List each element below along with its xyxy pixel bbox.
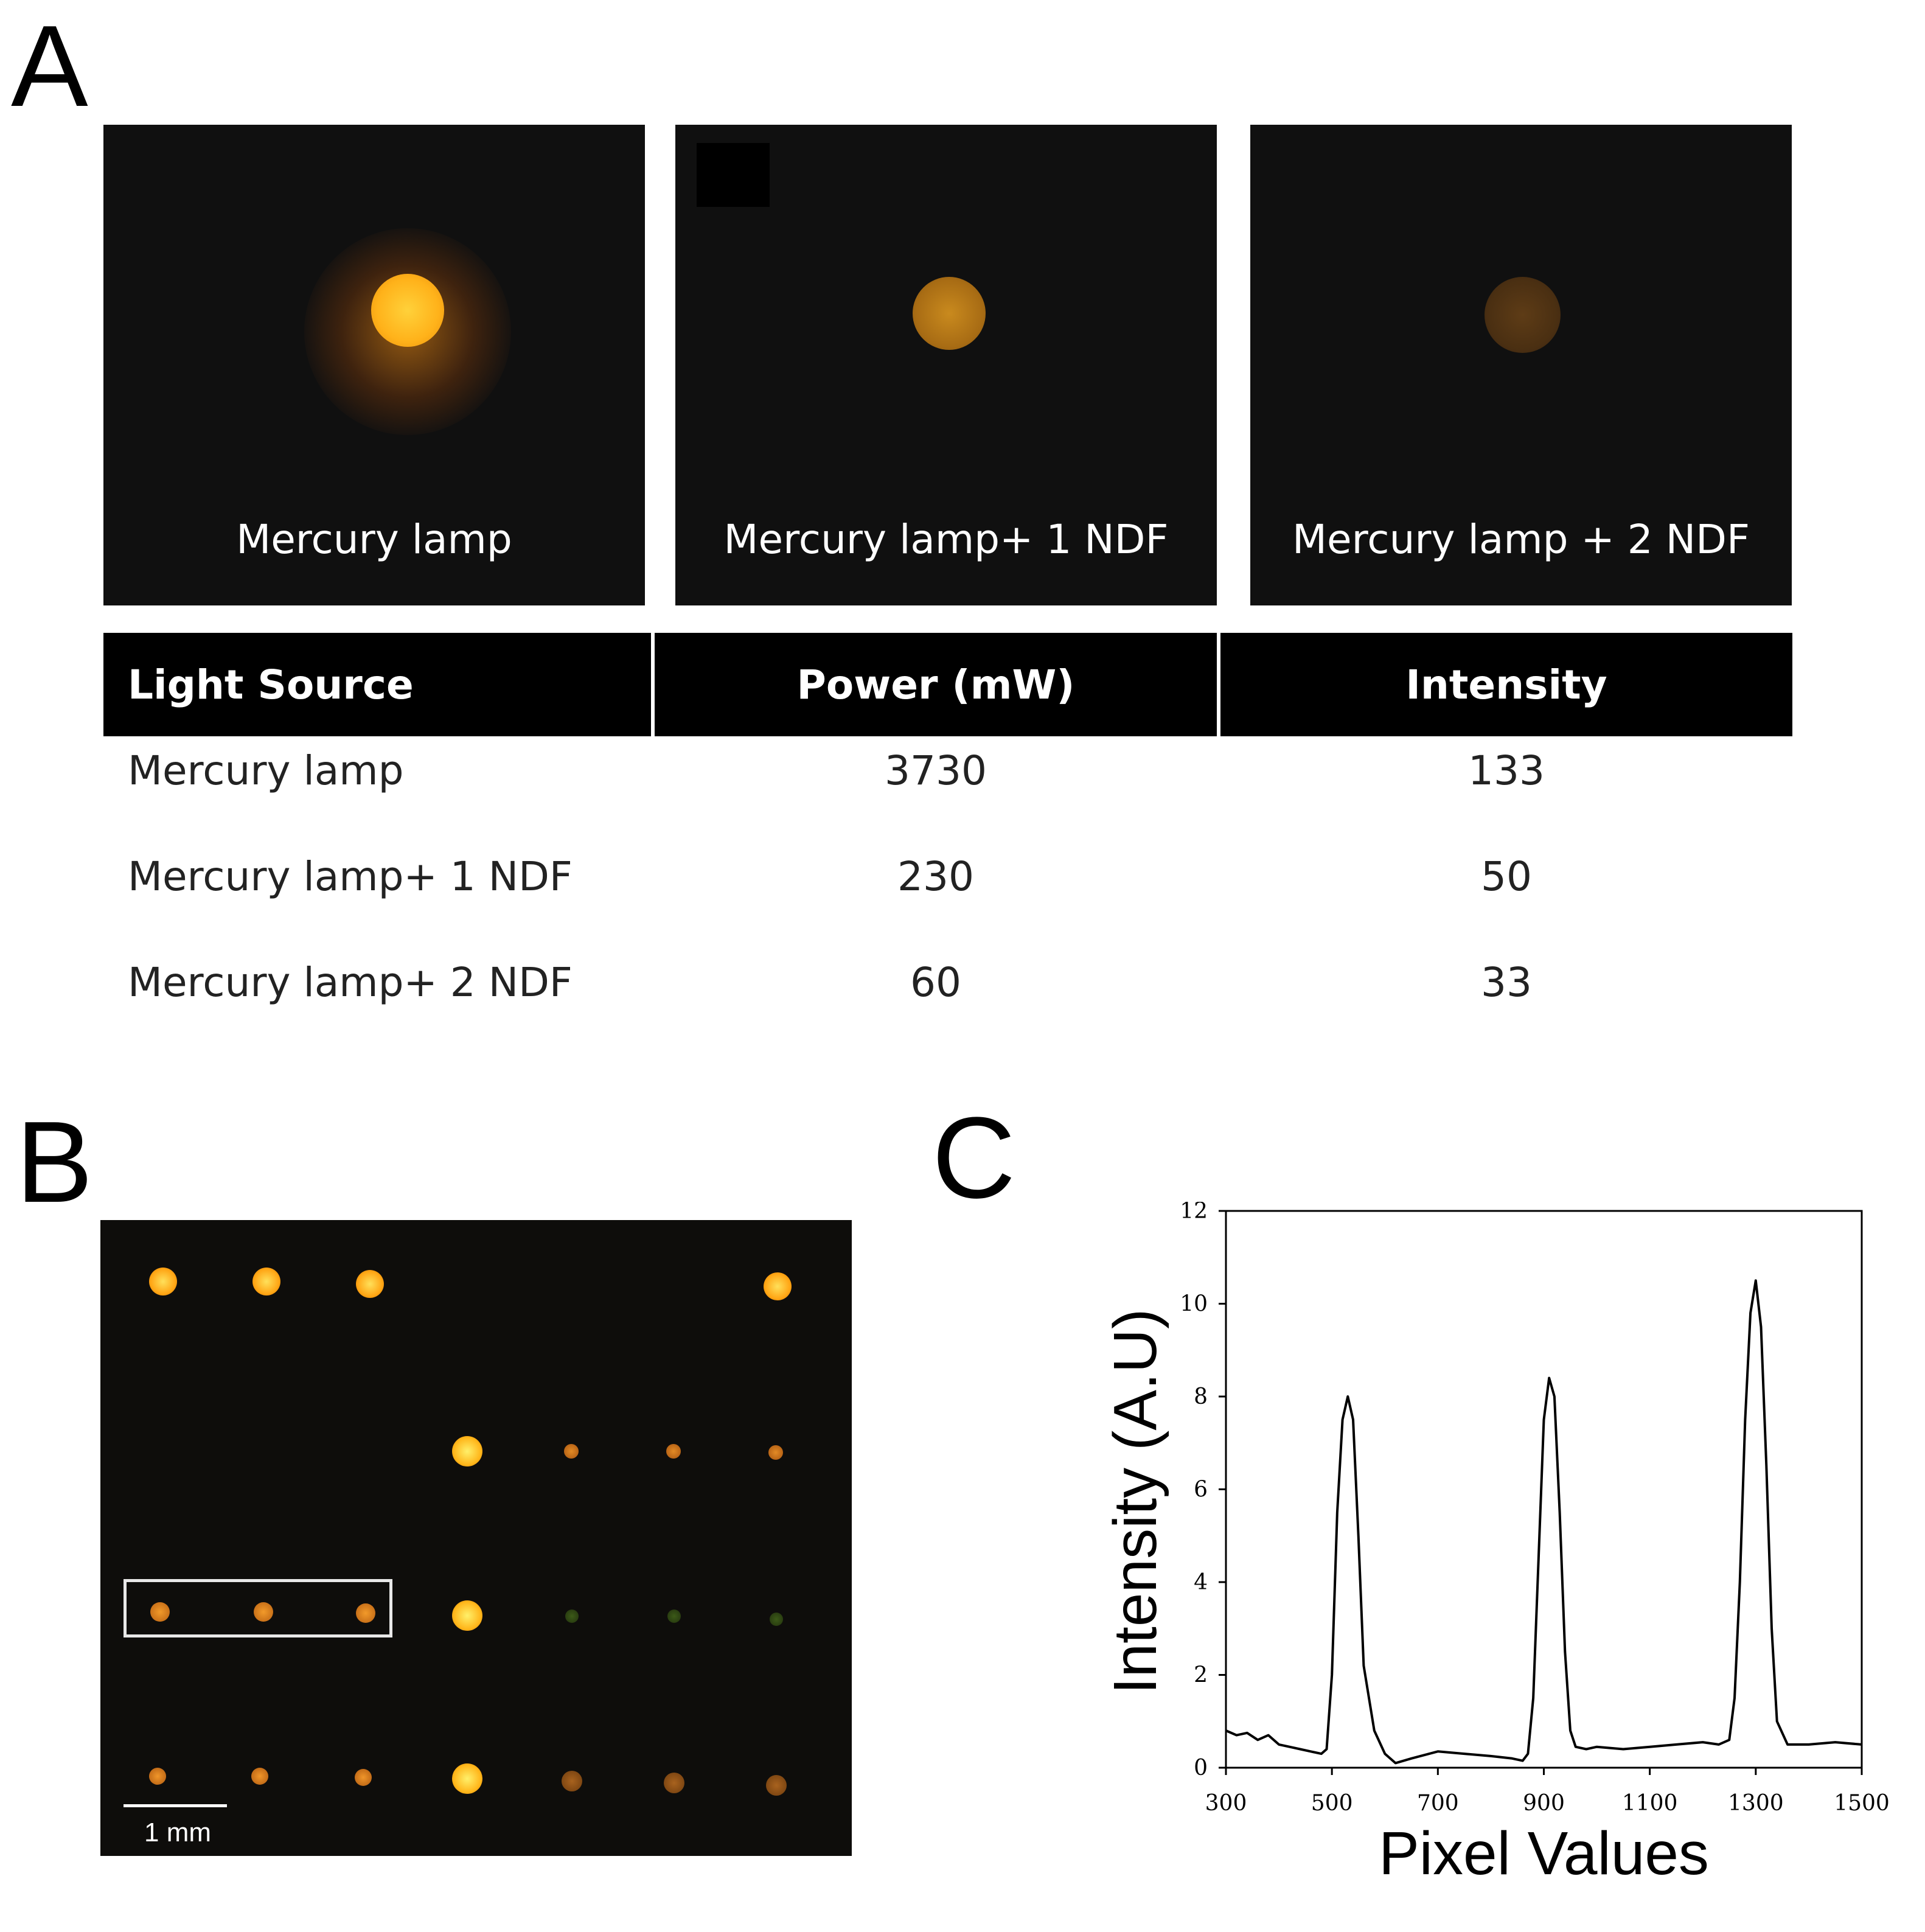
fluorescent-dot (667, 1609, 681, 1623)
y-axis-label: Intensity (A.U) (1101, 1309, 1169, 1695)
fluorescent-dot (565, 1609, 579, 1623)
y-tick-label: 2 (1194, 1663, 1208, 1688)
header-label: Light Source (128, 661, 414, 708)
fluorescent-dot (356, 1603, 375, 1623)
dim-spot (1485, 277, 1561, 353)
header-label: Intensity (1405, 661, 1607, 708)
y-tick-label: 6 (1194, 1477, 1208, 1502)
header-label: Power (mW) (796, 661, 1075, 708)
table-cell: 3730 (885, 747, 987, 794)
intensity-line (1225, 1279, 1862, 1765)
fluorescent-dot (664, 1773, 684, 1793)
table-cell: 133 (1468, 747, 1545, 794)
fluorescent-dot (452, 1600, 482, 1631)
panel-c-letter: C (932, 1093, 1016, 1222)
fluorescent-dot (251, 1768, 268, 1785)
microarray-photo: 1 mm (100, 1220, 852, 1856)
fluorescent-dot (355, 1769, 372, 1786)
fluorescent-dot (770, 1613, 783, 1626)
photo-caption: Mercury lamp + 2 NDF (1292, 516, 1750, 563)
table-cell: 230 (897, 853, 974, 900)
panel-a-letter: A (11, 2, 88, 131)
fluorescent-dot (252, 1268, 280, 1296)
fluorescent-dot (562, 1771, 582, 1791)
fluorescent-dot (452, 1763, 482, 1794)
table-cell: 33 (1481, 959, 1532, 1006)
table-cell: 50 (1481, 853, 1532, 900)
photo-mercury-lamp-2ndf: Mercury lamp + 2 NDF (1250, 125, 1792, 605)
x-tick-label: 500 (1311, 1791, 1353, 1816)
fluorescent-dot (564, 1444, 579, 1459)
fluorescent-dot (149, 1268, 177, 1296)
table-header-light-source: Light Source (103, 633, 651, 736)
x-tick-label: 1500 (1834, 1791, 1890, 1816)
photo-caption: Mercury lamp (236, 516, 512, 563)
fluorescent-dot (666, 1444, 681, 1459)
table-header-intensity: Intensity (1220, 633, 1792, 736)
fluorescent-dot (254, 1602, 273, 1622)
y-tick-label: 12 (1180, 1202, 1208, 1224)
table-cell: Mercury lamp (128, 747, 404, 794)
x-tick-label: 900 (1523, 1791, 1565, 1816)
bright-spot (371, 274, 444, 347)
fluorescent-dot (452, 1436, 482, 1466)
dark-square (697, 143, 770, 207)
table-cell: Mercury lamp+ 2 NDF (128, 959, 573, 1006)
fluorescent-dot (766, 1775, 787, 1796)
highlight-box (124, 1579, 392, 1637)
fluorescent-dot (356, 1270, 384, 1298)
x-tick-label: 700 (1417, 1791, 1459, 1816)
y-tick-label: 0 (1194, 1756, 1208, 1780)
intensity-line-chart: 300 500 700 900 1100 1300 1500 0 2 4 6 8 10 12 Pixel V… (1101, 1202, 1890, 1888)
scale-bar (124, 1804, 227, 1807)
table-cell: Mercury lamp+ 1 NDF (128, 853, 573, 900)
panel-b-letter: B (16, 1098, 93, 1227)
y-tick-label: 4 (1194, 1570, 1208, 1595)
y-tick-label: 8 (1194, 1384, 1208, 1409)
photo-caption: Mercury lamp+ 1 NDF (723, 516, 1169, 563)
table-cell: 60 (910, 959, 961, 1006)
fluorescent-dot (150, 1602, 170, 1622)
fluorescent-dot (768, 1445, 783, 1460)
table-header-power: Power (mW) (655, 633, 1217, 736)
x-axis-label: Pixel Values (1379, 1819, 1709, 1888)
x-tick-label: 1300 (1728, 1791, 1784, 1816)
photo-mercury-lamp: Mercury lamp (103, 125, 645, 605)
photo-mercury-lamp-1ndf: Mercury lamp+ 1 NDF (675, 125, 1217, 605)
fluorescent-dot (149, 1768, 166, 1785)
fluorescent-dot (764, 1272, 792, 1300)
medium-spot (913, 277, 986, 350)
x-tick-label: 300 (1205, 1791, 1247, 1816)
y-tick-label: 10 (1180, 1292, 1208, 1317)
x-tick-label: 1100 (1622, 1791, 1678, 1816)
scale-bar-label: 1 mm (144, 1818, 211, 1847)
